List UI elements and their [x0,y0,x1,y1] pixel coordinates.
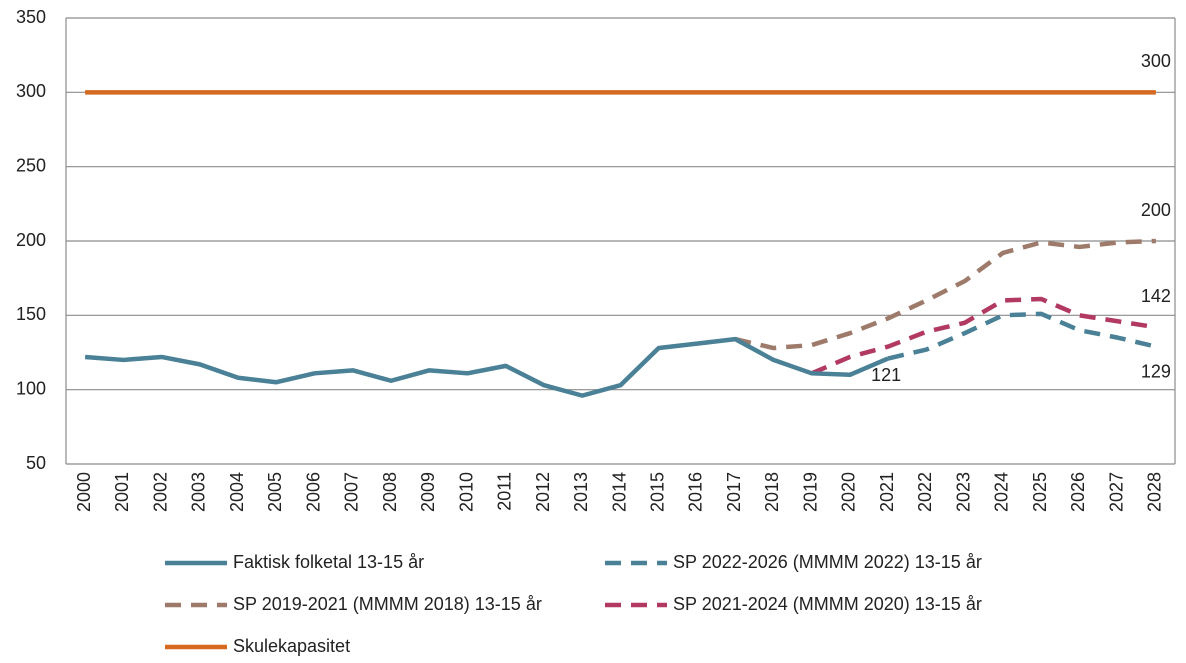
x-tick-label: 2025 [1030,472,1050,512]
data-label: 121 [871,365,901,385]
x-tick-label: 2013 [571,472,591,512]
y-tick-label: 150 [16,304,46,324]
x-tick-label: 2015 [647,472,667,512]
x-tick-label: 2009 [418,472,438,512]
y-tick-label: 50 [26,453,46,473]
data-label: 300 [1141,51,1171,71]
series-line [810,296,1157,376]
series-line [734,238,1156,351]
x-tick-label: 2026 [1068,472,1088,512]
x-tick-label: 2024 [992,472,1012,512]
y-tick-label: 250 [16,155,46,175]
x-tick-label: 2027 [1106,472,1126,512]
x-tick-label: 2012 [533,472,553,512]
x-tick-label: 2008 [380,472,400,512]
legend-label: SP 2022-2026 (MMMM 2022) 13-15 år [673,552,982,572]
y-tick-label: 350 [16,7,46,27]
x-tick-label: 2019 [800,472,820,512]
x-tick-label: 2017 [724,472,744,512]
x-tick-label: 2018 [762,472,782,512]
legend-label: Skulekapasitet [233,636,350,656]
x-tick-label: 2011 [495,472,515,511]
x-tick-label: 2022 [915,472,935,512]
x-tick-label: 2005 [265,472,285,512]
series-line [887,311,1157,361]
x-tick-label: 2014 [609,472,629,512]
x-tick-label: 2000 [74,472,94,512]
x-tick-label: 2002 [150,472,170,512]
x-tick-label: 2020 [839,472,859,512]
y-tick-label: 200 [16,230,46,250]
data-label: 142 [1141,286,1171,306]
y-tick-label: 300 [16,81,46,101]
legend-label: SP 2019-2021 (MMMM 2018) 13-15 år [233,594,542,614]
data-label: 129 [1141,361,1171,381]
series-line [84,336,890,398]
x-tick-label: 2004 [227,472,247,512]
legend-label: SP 2021-2024 (MMMM 2020) 13-15 år [673,594,982,614]
x-tick-label: 2006 [303,472,323,512]
x-tick-label: 2010 [456,472,476,512]
legend-label: Faktisk folketal 13-15 år [233,552,424,572]
x-tick-label: 2028 [1145,472,1165,512]
y-tick-label: 100 [16,378,46,398]
data-label: 200 [1141,200,1171,220]
x-tick-label: 2016 [686,472,706,512]
x-tick-label: 2007 [342,472,362,512]
x-tick-label: 2001 [112,472,132,512]
x-tick-label: 2003 [189,472,209,512]
x-tick-label: 2023 [953,472,973,512]
x-tick-label: 2021 [877,472,897,512]
